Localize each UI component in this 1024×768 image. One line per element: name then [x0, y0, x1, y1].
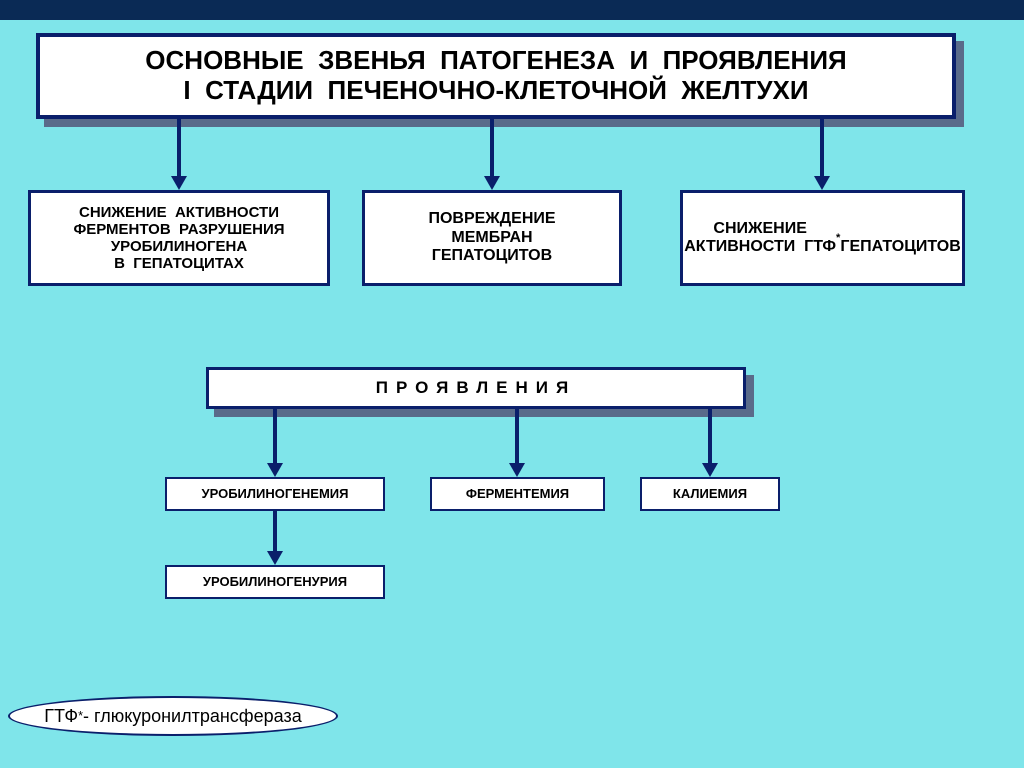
node-row1c: СНИЖЕНИЕАКТИВНОСТИ ГТФ*ГЕПАТОЦИТОВ: [680, 190, 965, 286]
footnote: ГТФ* - глюкуронилтрансфераза: [8, 696, 338, 736]
node-manif: ПРОЯВЛЕНИЯ: [206, 367, 746, 409]
top-bar: [0, 0, 1024, 20]
node-row1b: ПОВРЕЖДЕНИЕМЕМБРАНГЕПАТОЦИТОВ: [362, 190, 622, 286]
arrow-title-row1c: [806, 117, 838, 192]
arrow-manif-leaf1: [259, 407, 291, 479]
node-leaf1: УРОБИЛИНОГЕНЕМИЯ: [165, 477, 385, 511]
node-leaf3: КАЛИЕМИЯ: [640, 477, 780, 511]
node-row1a: СНИЖЕНИЕ АКТИВНОСТИФЕРМЕНТОВ РАЗРУШЕНИЯУ…: [28, 190, 330, 286]
arrow-manif-leaf3: [694, 407, 726, 479]
node-leaf4: УРОБИЛИНОГЕНУРИЯ: [165, 565, 385, 599]
diagram-canvas: ОСНОВНЫЕ ЗВЕНЬЯ ПАТОГЕНЕЗА И ПРОЯВЛЕНИЯI…: [0, 0, 1024, 768]
arrow-leaf1-leaf4: [259, 509, 291, 567]
arrow-manif-leaf2: [501, 407, 533, 479]
node-title: ОСНОВНЫЕ ЗВЕНЬЯ ПАТОГЕНЕЗА И ПРОЯВЛЕНИЯI…: [36, 33, 956, 119]
arrow-title-row1b: [476, 117, 508, 192]
arrow-title-row1a: [163, 117, 195, 192]
node-leaf2: ФЕРМЕНТЕМИЯ: [430, 477, 605, 511]
